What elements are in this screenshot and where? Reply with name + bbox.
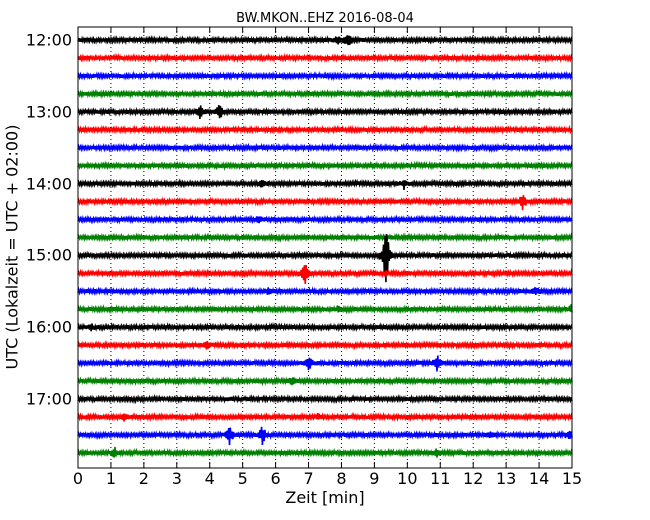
seismic-trace	[77, 70, 573, 82]
x-tick-label: 5	[237, 469, 248, 488]
seismic-trace	[77, 34, 573, 46]
seismic-trace	[77, 88, 573, 99]
seismic-trace	[77, 321, 573, 333]
seismic-trace	[77, 355, 573, 372]
seismic-trace	[77, 234, 573, 283]
x-tick-label: 6	[270, 469, 281, 488]
seismic-trace	[77, 194, 573, 211]
plot-frame	[77, 26, 573, 469]
seismic-trace	[77, 426, 573, 446]
seismic-trace	[77, 232, 573, 243]
seismic-trace	[77, 52, 573, 64]
seismic-trace	[77, 160, 573, 171]
x-tick-label: 1	[105, 469, 117, 488]
seismic-trace	[77, 178, 573, 190]
seismic-trace	[77, 339, 573, 351]
seismic-trace	[77, 446, 573, 459]
x-tick-label: 9	[369, 469, 380, 488]
y-tick-label: 15:00	[25, 245, 72, 265]
y-tick-label: 13:00	[25, 102, 72, 122]
seismic-trace	[77, 214, 573, 225]
x-tick-label: 12	[463, 469, 484, 488]
seismic-trace	[77, 375, 573, 387]
y-tick-label: 12:00	[25, 30, 72, 50]
x-tick-label: 14	[528, 469, 550, 488]
seismic-trace	[77, 124, 573, 135]
seismic-trace	[77, 142, 573, 153]
x-tick-label: 0	[72, 469, 84, 488]
x-tick-label: 10	[397, 469, 418, 488]
x-tick-label: 11	[430, 469, 451, 488]
y-tick-label: 17:00	[25, 389, 72, 409]
seismic-trace	[77, 105, 573, 119]
x-tick-label: 7	[303, 469, 314, 488]
seismic-trace	[77, 264, 573, 284]
x-tick-label: 3	[171, 469, 182, 488]
x-tick-label: 2	[138, 469, 149, 488]
seismic-trace	[77, 286, 573, 297]
y-tick-label: 14:00	[25, 174, 72, 194]
seismic-trace	[77, 304, 573, 315]
x-tick-label: 4	[204, 469, 215, 488]
x-axis-label: Zeit [min]	[285, 488, 365, 507]
x-tick-label: 15	[561, 469, 583, 488]
seismic-trace	[77, 411, 573, 423]
chart-title: BW.MKON..EHZ 2016-08-04	[236, 11, 414, 26]
x-tick-label: 13	[495, 469, 517, 488]
seismic-trace	[77, 393, 573, 405]
x-tick-label: 8	[336, 469, 347, 488]
y-tick-label: 16:00	[25, 317, 72, 337]
